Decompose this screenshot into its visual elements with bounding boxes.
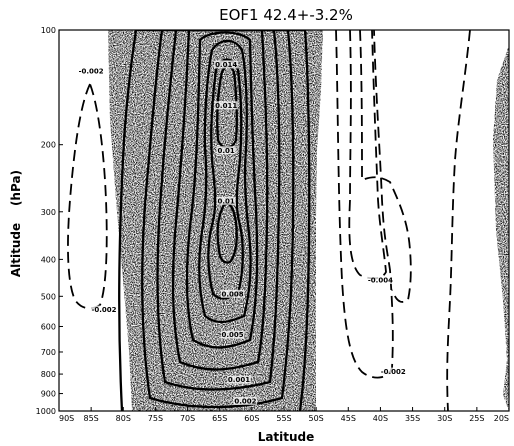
contour-label: 0.014: [215, 61, 237, 69]
contour-label: -0.002: [91, 306, 116, 314]
contour-label-background: [366, 276, 395, 285]
contour-label: 0.008: [221, 290, 243, 298]
contour-labels: -0.002 -0.002 -0.004 -0.002 0.014 0.011 0.01 0.…: [77, 60, 408, 405]
contour-positive-4: [171, 30, 269, 371]
contour-label: 0.002: [234, 397, 256, 405]
x-tick-label: 45S: [341, 414, 356, 423]
contour-label-background: [90, 305, 118, 314]
x-tick-label: 75S: [148, 414, 163, 423]
x-tick-label: 90S: [59, 414, 74, 423]
contour-negative-left: [67, 81, 108, 310]
contour-negative-right-edge: [446, 30, 471, 411]
contour-label-background: [220, 289, 245, 298]
y-tick-label: 900: [41, 390, 56, 399]
x-tick-label: 85S: [84, 414, 99, 423]
contour-positive-7: [207, 58, 244, 300]
x-tick-label: 25S: [469, 414, 484, 423]
contour-positive-1: [118, 30, 311, 411]
shaded-region-main: [108, 30, 323, 411]
x-tick-label: 80S: [116, 414, 131, 423]
contour-label-background: [216, 196, 236, 205]
x-tick-label: 35S: [405, 414, 420, 423]
contour-negative-right-lower: [335, 30, 394, 379]
contour-label: -0.002: [381, 368, 406, 376]
y-tick-label: 600: [41, 322, 56, 331]
contour-label-background: [379, 367, 408, 376]
x-tick-label: 65S: [212, 414, 227, 423]
contour-positive-5: [185, 31, 259, 349]
contour-label-background: [214, 101, 238, 110]
contour-positive-2: [141, 30, 295, 409]
contour-label-background: [214, 60, 238, 69]
contour-label: 0.005: [221, 331, 243, 339]
y-tick-label: 200: [41, 141, 56, 150]
x-tick-label: 55S: [276, 414, 291, 423]
contour-label-background: [227, 375, 251, 384]
contour-label-background: [77, 66, 106, 75]
x-tick-label: 50S: [309, 414, 324, 423]
y-tick-label: 1000: [36, 407, 56, 416]
x-tick-label: 40S: [373, 414, 388, 423]
y-tick-label: 400: [41, 255, 56, 264]
y-tick-label: 500: [41, 292, 56, 301]
contour-label: 0.001: [228, 376, 250, 384]
contour-negative-right-mid: [359, 30, 412, 303]
contour-positive-6: [197, 39, 252, 324]
contour-label: 0.011: [215, 102, 237, 110]
y-tick-label: 800: [41, 370, 56, 379]
contour-label: -0.002: [79, 67, 104, 75]
x-tick-label: 20S: [494, 414, 509, 423]
contour-label: -0.004: [368, 277, 393, 285]
shaded-region-edge: [493, 45, 509, 411]
x-axis-label: Latitude: [258, 430, 315, 444]
x-tick-label: 60S: [244, 414, 259, 423]
y-tick-label: 300: [41, 208, 56, 217]
contour-label-background: [216, 146, 236, 155]
y-axis-ticks: 100 200 300 400 500 600 700 800 900 1000: [36, 26, 63, 416]
y-axis-label: Altitude: [9, 223, 23, 277]
chart-title: EOF1 42.4+-3.2%: [219, 6, 353, 24]
y-axis-unit: (hPa): [9, 170, 23, 206]
contour-positive-8: [216, 64, 238, 149]
x-axis-ticks: 90S 85S 80S 75S 70S 65S 60S 55S 50S 45S 40S 35S 30S 2…: [58, 407, 510, 423]
x-tick-label: 30S: [437, 414, 452, 423]
y-tick-label: 700: [41, 348, 56, 357]
contour-label: 0.01: [218, 197, 235, 205]
contour-label-background: [220, 330, 245, 339]
contour-positive-3: [156, 30, 281, 391]
contour-label: 0.01: [218, 147, 235, 155]
x-tick-label: 70S: [180, 414, 195, 423]
y-tick-label: 100: [41, 26, 56, 35]
contour-label-background: [233, 396, 258, 405]
contour-positive-9: [216, 202, 238, 264]
